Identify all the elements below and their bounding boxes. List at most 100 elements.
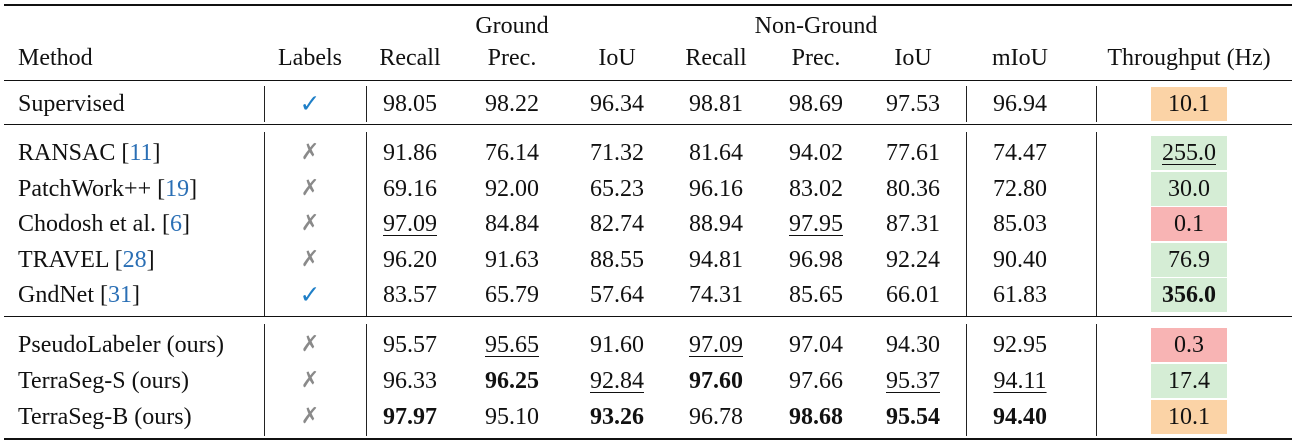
column-separator [966, 132, 968, 316]
table-row: TRAVEL [28] ✗ 96.20 91.63 88.55 94.81 96.98 92.… [4, 242, 1292, 277]
metric-value: 87.31 [886, 211, 940, 238]
column-separator [966, 324, 968, 436]
citation-link[interactable]: 28 [122, 246, 147, 273]
citation-link[interactable]: 31 [107, 282, 132, 309]
column-separator [366, 132, 368, 316]
metric-value: 85.65 [789, 282, 843, 309]
metric-value: 72.80 [993, 175, 1047, 202]
method-name: TerraSeg-S (ours) [18, 368, 189, 394]
metric-value: 90.40 [993, 246, 1047, 273]
throughput-cell: 0.1 [1151, 207, 1227, 242]
metric-value: 95.37 [886, 368, 940, 394]
metric-value: 96.98 [789, 246, 843, 273]
metric-value: 88.94 [689, 211, 743, 238]
column-separator [366, 324, 368, 436]
column-header: Prec. [791, 45, 841, 71]
metric-value: 91.63 [485, 246, 539, 273]
metric-value: 98.68 [789, 404, 843, 430]
metric-value: 97.95 [789, 211, 843, 238]
metric-value: 96.78 [689, 404, 743, 430]
throughput-value: 10.1 [1168, 404, 1210, 430]
metric-value: 83.02 [789, 175, 843, 202]
metric-value: 95.57 [383, 332, 437, 358]
metric-value: 65.23 [590, 175, 644, 202]
metric-value: 81.64 [689, 140, 743, 166]
metric-value: 69.16 [383, 175, 437, 202]
table-row: RANSAC [11] ✗ 91.86 76.14 71.32 81.64 94.02 77.… [4, 136, 1292, 170]
header-rule [4, 80, 1292, 82]
throughput-cell: 0.3 [1151, 328, 1227, 362]
metric-value: 98.81 [689, 91, 743, 117]
metric-value: 92.24 [886, 246, 940, 273]
throughput-cell: 356.0 [1151, 278, 1227, 313]
check-icon: ✓ [299, 89, 321, 118]
metric-value: 92.00 [485, 175, 539, 202]
metric-value: 71.32 [590, 140, 644, 166]
throughput-value: 30.0 [1168, 175, 1210, 202]
group-rule-2 [4, 316, 1292, 318]
cross-icon: ✗ [300, 246, 320, 272]
throughput-value: 356.0 [1162, 282, 1216, 309]
metric-value: 97.66 [789, 368, 843, 394]
metric-value: 97.60 [689, 368, 743, 394]
column-separator [264, 86, 266, 122]
metric-value: 96.33 [383, 368, 437, 394]
throughput-cell: 17.4 [1151, 364, 1227, 398]
metric-value: 97.97 [383, 404, 437, 430]
metric-value: 94.30 [886, 332, 940, 358]
throughput-cell: 10.1 [1151, 400, 1227, 434]
metric-value: 98.22 [485, 91, 539, 117]
cross-icon: ✗ [300, 211, 320, 237]
cross-icon: ✗ [300, 332, 320, 357]
method-name: TRAVEL [28] [18, 246, 155, 273]
throughput-value: 76.9 [1168, 246, 1210, 273]
metric-value: 96.16 [689, 175, 743, 202]
throughput-value: 0.1 [1174, 211, 1204, 238]
table-row: Chodosh et al. [6] ✗ 97.09 84.84 82.74 88.94 9… [4, 207, 1292, 242]
metric-value: 66.01 [886, 282, 940, 309]
metric-value: 97.53 [886, 91, 940, 117]
metric-value: 94.11 [993, 368, 1047, 394]
column-header: IoU [894, 45, 932, 71]
metric-value: 74.47 [993, 140, 1047, 166]
column-separator [1096, 86, 1098, 122]
metric-value: 65.79 [485, 282, 539, 309]
metric-value: 57.64 [590, 282, 644, 309]
metric-value: 92.95 [993, 332, 1047, 358]
citation-link[interactable]: 11 [129, 140, 153, 166]
metric-value: 80.36 [886, 175, 940, 202]
method-name: RANSAC [11] [18, 140, 161, 166]
column-separator [1096, 132, 1098, 316]
column-header: IoU [598, 45, 636, 71]
column-separator [1096, 324, 1098, 436]
metric-value: 95.65 [485, 332, 539, 358]
method-name: TerraSeg-B (ours) [18, 404, 192, 430]
metric-value: 95.54 [886, 404, 940, 430]
method-name: PseudoLabeler (ours) [18, 332, 224, 358]
metric-value: 96.25 [485, 368, 539, 394]
metric-value: 88.55 [590, 246, 644, 273]
throughput-cell: 255.0 [1151, 136, 1227, 170]
metric-value: 92.84 [590, 368, 644, 394]
metric-value: 94.40 [993, 404, 1047, 430]
method-name: PatchWork++ [19] [18, 175, 198, 202]
metric-value: 83.57 [383, 282, 437, 309]
throughput-value: 255.0 [1162, 140, 1216, 166]
table-row: TerraSeg-B (ours) ✗ 97.97 95.10 93.26 96.78 98… [4, 400, 1292, 434]
header-group-ground: Ground [475, 13, 549, 39]
column-header: Recall [379, 45, 441, 71]
cross-icon: ✗ [300, 140, 320, 165]
throughput-value: 10.1 [1168, 91, 1210, 117]
header-group-nonground: Non-Ground [754, 13, 878, 39]
top-rule [4, 4, 1292, 6]
metric-value: 82.74 [590, 211, 644, 238]
citation-link[interactable]: 6 [170, 211, 182, 238]
throughput-value: 17.4 [1168, 368, 1210, 394]
column-separator [264, 324, 266, 436]
table-row: GndNet [31] ✓ 83.57 65.79 57.64 74.31 85.65 66.… [4, 278, 1292, 313]
cross-icon: ✗ [300, 175, 320, 201]
citation-link[interactable]: 19 [165, 175, 190, 202]
metric-value: 95.10 [485, 404, 539, 430]
throughput-cell: 30.0 [1151, 171, 1227, 206]
bottom-rule [4, 438, 1292, 440]
